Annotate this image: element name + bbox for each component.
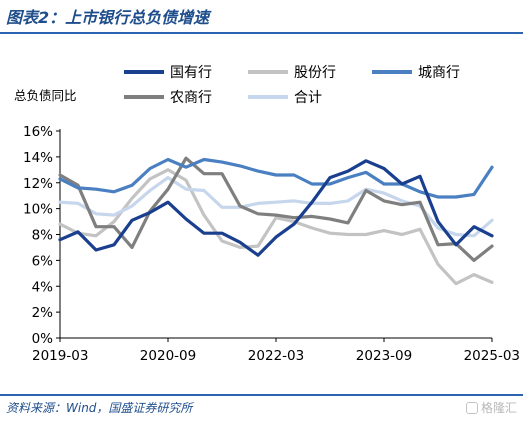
series-line-1: [58, 168, 494, 286]
y-tick-label: 8%: [32, 228, 54, 244]
legend-label: 农商行: [170, 90, 212, 106]
source-divider: [0, 394, 523, 396]
x-tick-label: 2019-03: [32, 348, 88, 364]
legend-label: 合计: [294, 90, 322, 106]
y-axis-label: 总负债同比: [14, 88, 77, 103]
y-tick-label: 16%: [23, 124, 53, 140]
y-tick-label: 6%: [32, 253, 54, 269]
watermark-logo-icon: [465, 402, 478, 414]
y-tick-label: 10%: [23, 202, 53, 218]
series-line-2: [58, 157, 494, 199]
x-tick-label: 2022-03: [248, 348, 304, 364]
x-tick-label: 2023-09: [356, 348, 412, 364]
title-divider: [0, 32, 523, 34]
watermark-text: 格隆汇: [480, 401, 517, 415]
x-tick-label: 2020-09: [140, 348, 196, 364]
y-tick-label: 14%: [23, 150, 53, 166]
watermark: 格隆汇: [465, 399, 517, 416]
figure-title: 图表2：上市银行总负债增速: [6, 8, 210, 27]
series-line-3: [58, 156, 494, 262]
source-note: 资料来源：Wind，国盛证券研究所: [6, 401, 193, 415]
series-line-0: [58, 159, 494, 257]
x-tick-label: 2025-03: [464, 348, 520, 364]
legend-label: 国有行: [170, 65, 212, 81]
y-tick-label: 0%: [32, 331, 54, 347]
legend-label: 股份行: [294, 65, 336, 81]
legend-label: 城商行: [418, 65, 460, 81]
plot-area: 0% 2% 4% 6% 8% 10% 12% 14% 16% 2019-03 2020-09 2022…: [23, 124, 520, 364]
y-tick-label: 4%: [32, 279, 54, 295]
y-tick-label: 12%: [23, 176, 53, 192]
y-tick-label: 2%: [32, 305, 54, 321]
